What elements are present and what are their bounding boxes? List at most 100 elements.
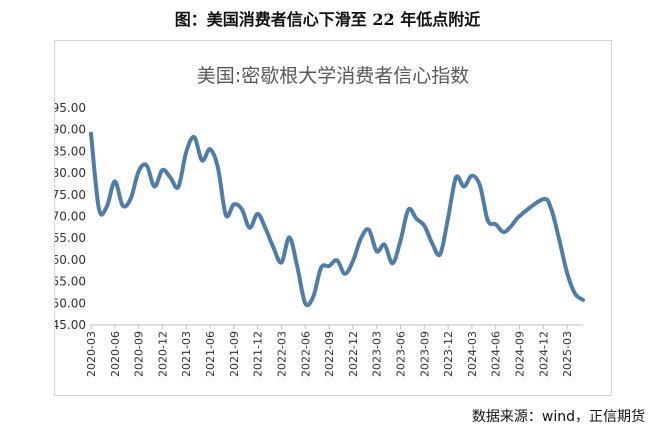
data-point xyxy=(446,216,450,220)
data-point xyxy=(494,222,498,226)
data-point xyxy=(184,150,188,154)
data-point xyxy=(478,183,482,187)
data-point xyxy=(343,272,347,276)
x-tick-label: 2021-03 xyxy=(180,331,193,377)
data-point xyxy=(137,169,141,173)
source-note: 数据来源：wind，正信期货 xyxy=(471,409,645,425)
series-consumer-sentiment xyxy=(89,131,585,308)
data-point xyxy=(557,238,561,242)
data-point xyxy=(414,217,418,221)
data-point xyxy=(200,159,204,163)
y-tick-label: 45.00 xyxy=(55,318,86,332)
data-point xyxy=(375,249,379,253)
data-point xyxy=(295,265,299,269)
x-tick-label: 2024-06 xyxy=(490,331,503,377)
data-point xyxy=(311,295,315,299)
data-point xyxy=(541,197,545,201)
data-point xyxy=(216,166,220,170)
data-point xyxy=(391,261,395,265)
data-point xyxy=(454,175,458,179)
data-point xyxy=(581,298,585,302)
data-point xyxy=(256,212,260,216)
y-axis: 45.00 50.00 55.00 60.00 65.00 70.00 75.00 80.00… xyxy=(55,101,86,332)
data-point xyxy=(549,207,553,211)
data-point xyxy=(367,228,371,232)
x-tick-label: 2020-06 xyxy=(109,331,122,377)
y-tick-label: 80.00 xyxy=(55,166,86,180)
figure-title: 图：美国消费者信心下滑至 22 年低点附近 xyxy=(174,10,481,29)
data-point xyxy=(335,258,339,262)
x-tick-label: 2020-12 xyxy=(156,331,169,377)
data-point xyxy=(287,235,291,239)
y-tick-label: 70.00 xyxy=(55,210,86,224)
y-tick-label: 55.00 xyxy=(55,275,86,289)
chart-frame: 美国:密歇根大学消费者信心指数 45.00 50.00 55.00 60.00 65.0… xyxy=(54,40,612,396)
data-point xyxy=(565,271,569,275)
data-point xyxy=(168,175,172,179)
data-point xyxy=(248,226,252,230)
y-tick-label: 90.00 xyxy=(55,123,86,137)
data-point xyxy=(121,204,125,208)
data-point xyxy=(264,227,268,231)
chart-title: 美国:密歇根大学消费者信心指数 xyxy=(196,65,470,87)
x-tick-label: 2021-06 xyxy=(204,331,217,377)
x-axis: 2020-03 2020-06 2020-09 2020-12 2021-03 2021-… xyxy=(85,324,583,377)
x-tick-label: 2022-09 xyxy=(323,331,336,377)
data-point xyxy=(97,207,101,211)
y-tick-label: 50.00 xyxy=(55,296,86,310)
y-tick-label: 65.00 xyxy=(55,231,86,245)
x-tick-label: 2021-09 xyxy=(228,331,241,377)
data-point xyxy=(240,207,244,211)
series-line xyxy=(89,131,585,308)
data-point xyxy=(359,237,363,241)
data-point xyxy=(303,301,307,305)
x-tick-label: 2020-03 xyxy=(85,331,98,377)
data-point xyxy=(486,218,490,222)
data-point xyxy=(438,252,442,256)
x-tick-label: 2023-12 xyxy=(442,331,455,377)
data-point xyxy=(224,213,228,217)
x-tick-label: 2022-06 xyxy=(299,331,312,377)
x-tick-label: 2023-09 xyxy=(418,331,431,377)
y-tick-label: 60.00 xyxy=(55,253,86,267)
data-point xyxy=(145,163,149,167)
data-point xyxy=(422,224,426,228)
data-point xyxy=(319,266,323,270)
data-point xyxy=(160,168,164,172)
x-tick-label: 2025-03 xyxy=(561,331,574,377)
data-point xyxy=(192,135,196,139)
data-point xyxy=(232,202,236,206)
x-tick-label: 2022-12 xyxy=(347,331,360,377)
x-tick-label: 2023-06 xyxy=(394,331,407,377)
x-tick-label: 2024-03 xyxy=(466,331,479,377)
data-point xyxy=(152,185,156,189)
data-point xyxy=(129,197,133,201)
data-point xyxy=(113,179,117,183)
data-point xyxy=(105,205,109,209)
data-point xyxy=(272,246,276,250)
data-point xyxy=(518,214,522,218)
data-point xyxy=(351,259,355,263)
data-point xyxy=(406,208,410,212)
data-point xyxy=(470,174,474,178)
x-tick-label: 2023-03 xyxy=(371,331,384,377)
data-point xyxy=(502,230,506,234)
x-tick-label: 2020-09 xyxy=(133,331,146,377)
x-tick-label: 2022-03 xyxy=(275,331,288,377)
data-point xyxy=(510,224,514,228)
y-tick-label: 85.00 xyxy=(55,144,86,158)
x-tick-label: 2021-12 xyxy=(252,331,265,377)
data-point xyxy=(89,132,93,136)
data-point xyxy=(430,241,434,245)
data-point xyxy=(176,185,180,189)
data-point xyxy=(398,239,402,243)
y-tick-label: 95.00 xyxy=(55,101,86,115)
data-point xyxy=(208,147,212,151)
y-tick-label: 75.00 xyxy=(55,188,86,202)
x-tick-label: 2024-12 xyxy=(537,331,550,377)
data-point xyxy=(573,292,577,296)
data-point xyxy=(462,185,466,189)
data-point xyxy=(279,261,283,265)
data-point xyxy=(327,264,331,268)
line-chart: 45.00 50.00 55.00 60.00 65.00 70.00 75.00 80.00… xyxy=(55,101,585,377)
